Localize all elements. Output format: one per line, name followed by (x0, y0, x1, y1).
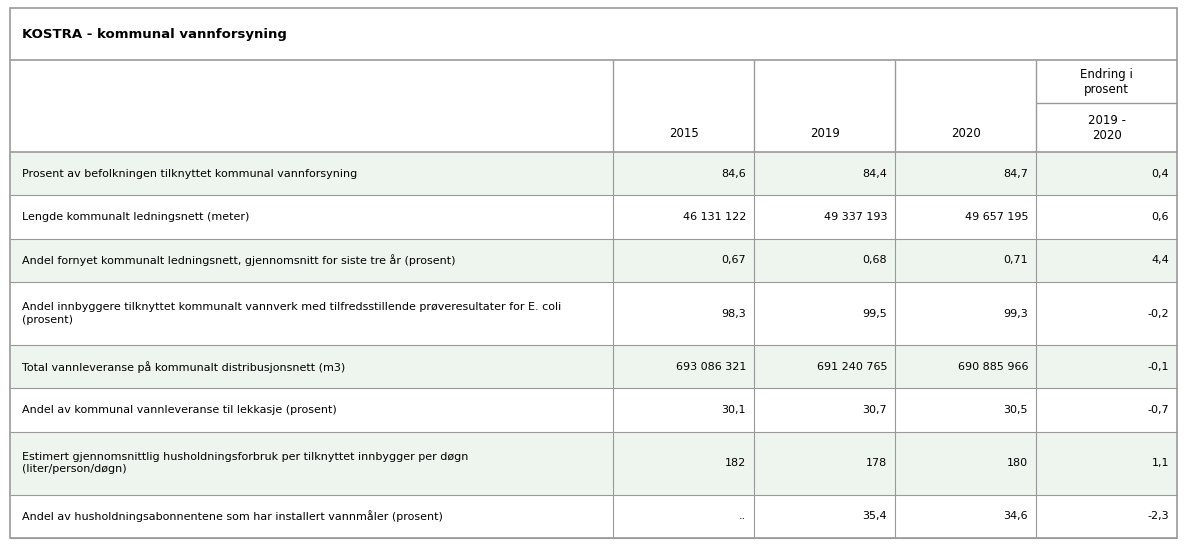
Text: 49 657 195: 49 657 195 (965, 212, 1028, 222)
Text: -0,1: -0,1 (1148, 361, 1169, 372)
Text: 691 240 765: 691 240 765 (817, 361, 887, 372)
Bar (9, 345, 1178, 388)
Bar (9, 388, 1178, 432)
Text: 2020: 2020 (951, 127, 980, 140)
Text: 2019 -
2020: 2019 - 2020 (1087, 114, 1125, 141)
Text: -0,2: -0,2 (1148, 308, 1169, 319)
Text: Estimert gjennomsnittlig husholdningsforbruk per tilknyttet innbygger per døgn
(: Estimert gjennomsnittlig husholdningsfor… (23, 452, 469, 474)
Text: 30,1: 30,1 (722, 405, 747, 415)
Text: 4,4: 4,4 (1151, 256, 1169, 265)
Bar (9, 152, 1178, 195)
Text: 180: 180 (1007, 458, 1028, 468)
Text: ..: .. (738, 511, 747, 521)
Bar (9, 60, 1178, 152)
Text: KOSTRA - kommunal vannforsyning: KOSTRA - kommunal vannforsyning (23, 27, 287, 40)
Text: 0,4: 0,4 (1151, 169, 1169, 179)
Text: 2019: 2019 (810, 127, 839, 140)
Text: Lengde kommunalt ledningsnett (meter): Lengde kommunalt ledningsnett (meter) (23, 212, 249, 222)
Bar (9, 495, 1178, 538)
Text: Total vannleveranse på kommunalt distribusjonsnett (m3): Total vannleveranse på kommunalt distrib… (23, 361, 345, 373)
Text: Andel innbyggere tilknyttet kommunalt vannverk med tilfredsstillende prøveresult: Andel innbyggere tilknyttet kommunalt va… (23, 302, 561, 325)
Text: 99,5: 99,5 (862, 308, 887, 319)
Bar (9, 432, 1178, 495)
Text: 84,4: 84,4 (862, 169, 887, 179)
Text: Andel av husholdningsabonnentene som har installert vannmåler (prosent): Andel av husholdningsabonnentene som har… (23, 511, 443, 523)
Text: 182: 182 (725, 458, 747, 468)
Text: Endring i
prosent: Endring i prosent (1080, 68, 1132, 96)
Text: 46 131 122: 46 131 122 (683, 212, 747, 222)
Text: 2015: 2015 (668, 127, 699, 140)
Text: 49 337 193: 49 337 193 (824, 212, 887, 222)
Text: 0,6: 0,6 (1151, 212, 1169, 222)
Text: 0,71: 0,71 (1003, 256, 1028, 265)
Text: Andel av kommunal vannleveranse til lekkasje (prosent): Andel av kommunal vannleveranse til lekk… (23, 405, 337, 415)
Bar (9, 239, 1178, 282)
Text: Prosent av befolkningen tilknyttet kommunal vannforsyning: Prosent av befolkningen tilknyttet kommu… (23, 169, 357, 179)
Text: 84,6: 84,6 (722, 169, 747, 179)
Text: 30,7: 30,7 (863, 405, 887, 415)
Text: 34,6: 34,6 (1003, 511, 1028, 521)
Text: 693 086 321: 693 086 321 (675, 361, 747, 372)
Text: -2,3: -2,3 (1148, 511, 1169, 521)
Text: 1,1: 1,1 (1151, 458, 1169, 468)
Text: 35,4: 35,4 (863, 511, 887, 521)
Text: 0,67: 0,67 (722, 256, 747, 265)
Text: -0,7: -0,7 (1148, 405, 1169, 415)
Text: 690 885 966: 690 885 966 (958, 361, 1028, 372)
Text: 0,68: 0,68 (863, 256, 887, 265)
Text: 30,5: 30,5 (1003, 405, 1028, 415)
Text: 84,7: 84,7 (1003, 169, 1028, 179)
Bar (9, 282, 1178, 345)
Text: 98,3: 98,3 (722, 308, 747, 319)
Text: 99,3: 99,3 (1003, 308, 1028, 319)
Text: Andel fornyet kommunalt ledningsnett, gjennomsnitt for siste tre år (prosent): Andel fornyet kommunalt ledningsnett, gj… (23, 254, 456, 266)
Text: 178: 178 (865, 458, 887, 468)
Bar (9, 195, 1178, 239)
Bar (9, 8, 1178, 60)
